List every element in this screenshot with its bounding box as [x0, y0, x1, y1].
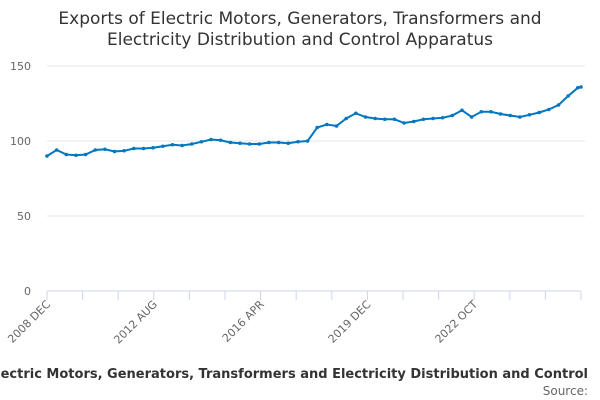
- data-point: [267, 140, 271, 145]
- x-tick-label: 2019 DEC: [326, 298, 374, 346]
- data-point: [247, 142, 252, 146]
- y-tick-label: 0: [24, 285, 31, 298]
- data-point: [276, 140, 281, 145]
- data-point: [527, 112, 532, 117]
- data-point: [180, 143, 184, 148]
- data-point: [489, 109, 493, 114]
- data-point: [579, 85, 583, 89]
- y-tick-label: 150: [10, 60, 31, 73]
- data-point: [141, 146, 146, 151]
- chart-title-line-2: Electricity Distribution and Control App…: [107, 30, 493, 50]
- x-tick-label: 2012 AUG: [111, 298, 160, 347]
- data-point: [373, 116, 377, 121]
- data-point: [402, 121, 406, 125]
- x-tick-label: 2022 OCT: [433, 298, 481, 346]
- data-point: [450, 113, 455, 118]
- data-point: [103, 147, 107, 152]
- data-point: [257, 142, 262, 146]
- data-point: [344, 116, 348, 121]
- data-point: [199, 139, 204, 144]
- data-point: [325, 122, 329, 127]
- data-point: [122, 148, 127, 153]
- data-point: [556, 103, 561, 107]
- data-point: [354, 111, 358, 116]
- data-point: [479, 109, 484, 114]
- data-point: [93, 148, 98, 152]
- data-point: [575, 85, 580, 90]
- data-point: [228, 140, 233, 145]
- data-point: [392, 117, 397, 122]
- data-point: [411, 119, 416, 124]
- y-tick-label: 50: [17, 210, 31, 223]
- data-point: [440, 115, 445, 120]
- data-point: [189, 142, 194, 146]
- data-point: [151, 145, 155, 150]
- data-point: [112, 149, 117, 154]
- data-point: [421, 117, 426, 122]
- data-point: [518, 115, 522, 119]
- x-axis-title: of Electric Motors, Generators, Transfor…: [0, 367, 588, 382]
- data-point: [547, 107, 551, 112]
- data-point: [305, 139, 310, 143]
- data-point: [45, 154, 49, 158]
- data-point: [315, 125, 320, 130]
- data-point: [363, 115, 368, 119]
- x-tick-label: 2008 DEC: [5, 298, 53, 346]
- data-point: [238, 141, 242, 146]
- data-point: [508, 113, 513, 118]
- data-point: [83, 152, 88, 157]
- series-line: [46, 86, 582, 157]
- data-point: [382, 117, 387, 122]
- data-point: [54, 148, 59, 152]
- data-point: [537, 110, 541, 115]
- data-point: [209, 137, 213, 142]
- data-point: [74, 153, 78, 158]
- data-point: [64, 152, 69, 157]
- data-point: [431, 116, 435, 121]
- data-point: [132, 146, 136, 151]
- data-point: [566, 94, 570, 98]
- data-point: [469, 115, 474, 119]
- y-tick-label: 100: [10, 135, 31, 148]
- data-point: [218, 138, 223, 143]
- data-point: [286, 141, 291, 146]
- data-point: [296, 139, 300, 144]
- data-point: [498, 112, 503, 116]
- source-label: Source:: [543, 384, 588, 398]
- data-point: [460, 108, 464, 113]
- data-point: [161, 144, 165, 149]
- data-point: [170, 142, 175, 147]
- chart-title-line-1: Exports of Electric Motors, Generators, …: [58, 9, 541, 29]
- data-point: [334, 124, 339, 128]
- x-tick-label: 2016 APR: [220, 298, 267, 345]
